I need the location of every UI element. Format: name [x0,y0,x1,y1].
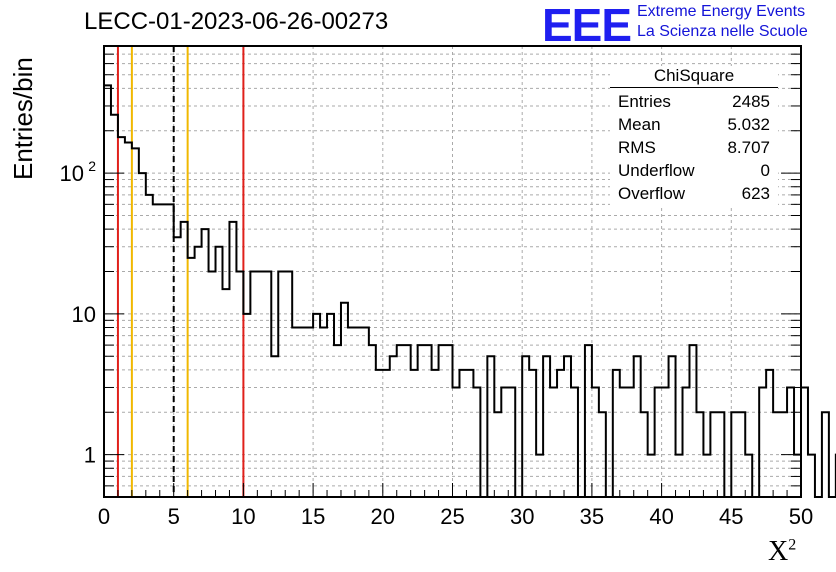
y-tick-label-sup: 2 [88,158,96,174]
stats-title: ChiSquare [610,66,778,88]
y-axis-label: Entries/bin [8,57,38,180]
stats-label: Overflow [618,184,686,203]
stats-label: Underflow [618,161,695,180]
stats-row: RMS 8.707 [610,136,778,159]
stats-label: RMS [618,138,656,157]
stats-label: Mean [618,115,661,134]
stats-value: 623 [741,184,770,203]
chart-title: LECC-01-2023-06-26-00273 [84,8,389,35]
stats-box: ChiSquare Entries 2485 Mean 5.032 RMS 8.707… [610,66,778,205]
x-tick-label: 25 [440,504,464,529]
y-tick-label: 1 [84,443,96,468]
stats-value: 5.032 [727,115,770,134]
x-tick-label: 10 [231,504,255,529]
plot-frame [103,45,802,498]
x-tick-label: 35 [580,504,604,529]
stats-row: Underflow 0 [610,159,778,182]
x-tick-label: 45 [719,504,743,529]
threshold-lines [116,46,245,497]
logo-line-2: La Scienza nelle Scuole [637,23,808,40]
x-axis-label: X2 [768,536,796,568]
y-tick-label: 10 [60,161,84,186]
stats-row: Overflow 623 [610,182,778,205]
x-tick-label: 0 [98,504,110,529]
stats-row: Entries 2485 [610,90,778,113]
x-tick-label: 20 [371,504,395,529]
x-tick-label: 5 [168,504,180,529]
x-tick-label: 40 [649,504,673,529]
x-tick-label: 30 [510,504,534,529]
eee-logo: EEE [542,0,632,51]
x-tick-label: 15 [301,504,325,529]
y-tick-label: 10 [72,302,96,327]
x-tick-label: 50 [789,504,813,529]
stats-label: Entries [618,92,671,111]
stats-row: Mean 5.032 [610,113,778,136]
stats-value: 0 [760,161,770,180]
x-axis-label-sup: 2 [788,536,797,554]
stats-value: 8.707 [727,138,770,157]
logo-line-1: Extreme Energy Events [637,3,806,20]
x-axis-label-base: X [768,536,789,567]
stats-value: 2485 [732,92,770,111]
